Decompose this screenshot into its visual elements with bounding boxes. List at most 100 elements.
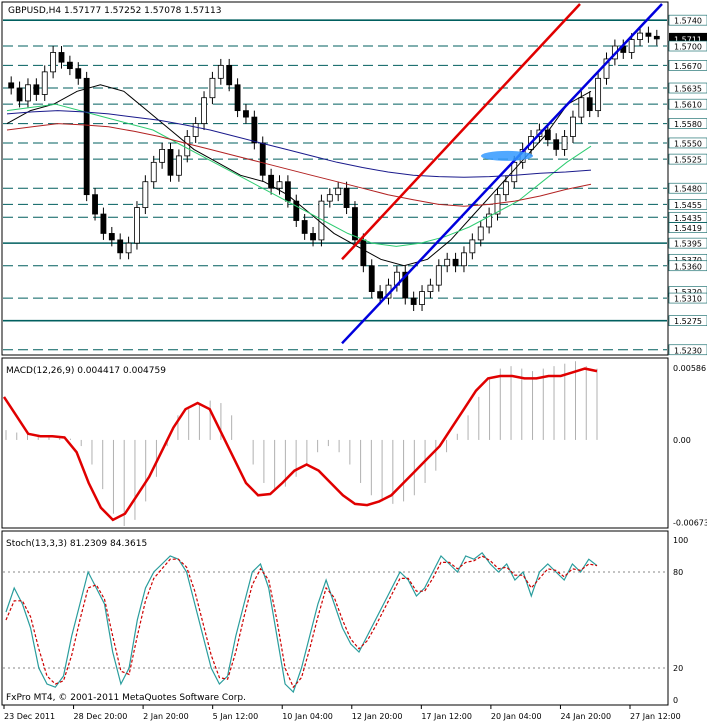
price-tick-label: 1.5455 [674,201,702,210]
candle-body [251,116,258,144]
candle-body [301,220,308,234]
price-label-box [668,40,707,52]
highlight-marker [481,150,533,161]
candle-body [360,239,367,267]
time-tick-label: 24 Jan 20:00 [560,712,611,721]
price-label-box [668,199,707,210]
stoch-tick-label: 20 [673,664,683,673]
moving-average-line [6,123,592,207]
stoch-axis: 100 80 20 0 [673,536,688,705]
price-label-box [668,118,707,129]
candle-body [33,84,40,95]
candle-body [452,258,459,267]
price-label-box [668,98,707,110]
candle-body [192,123,199,137]
price-label-box [668,211,707,223]
stoch-panel: 100 80 20 0 Stoch(13,3,3) 81.2309 84.3615 F… [1,530,688,706]
price-tick-label: 1.5550 [674,139,702,148]
candle-body [125,242,132,254]
candle-body [477,226,484,241]
candle-body [427,284,434,293]
candle-body [637,32,643,40]
candle-body [494,194,501,215]
price-tick-label: 1.5395 [674,240,702,249]
candle-body [561,136,568,150]
price-tick-label: 1.5635 [674,85,702,94]
moving-average-line [6,103,592,247]
candle-body [276,181,283,189]
candle-body [419,291,425,305]
price-tick-label: 1.5275 [674,317,702,326]
stoch-panel-title: Stoch(13,3,3) 81.2309 84.3615 [6,539,147,549]
candle-body [100,213,107,234]
price-tick-label: 1.5360 [674,262,702,271]
candle-body [435,265,442,286]
price-tick-label: 1.5480 [674,185,702,194]
macd-panel-frame [1,357,669,529]
copyright-text: FxPro MT4, © 2001-2011 MetaQuotes Softwa… [6,693,246,703]
candle-body [83,77,90,196]
candle-body [92,194,98,215]
price-panel-frame [1,1,669,356]
price-label-box [668,82,707,94]
candle-body [352,207,358,241]
candle-body [586,97,593,112]
macd-axis: 0.00586 0.00 -0.00673 [673,364,707,528]
time-tick-label: 5 Jan 12:00 [213,712,259,721]
stoch-tick-label: 0 [673,696,678,705]
candle-body [570,116,576,137]
candle-body [243,110,249,118]
price-label-box [668,260,707,272]
time-tick-label: 23 Dec 2011 [4,712,55,721]
stoch-tick-label: 80 [673,568,683,577]
time-tick-label: 27 Jan 12:00 [630,712,681,721]
stoch-levels [3,571,667,669]
macd-signal-polyline [2,367,598,522]
price-tick-label: 1.5310 [674,295,702,304]
macd-panel-title: MACD(12,26,9) 0.004417 0.004759 [6,366,166,376]
moving-average-line [6,110,592,178]
price-tick-label: 1.5370 [674,256,702,265]
moving-average-line [6,84,592,267]
candle-body [293,200,300,221]
candle-body [377,291,384,299]
candle-body [167,149,174,176]
candle-body [150,161,157,183]
price-tick-label: 1.5419 [674,224,702,233]
price-tick-label: 1.5610 [674,101,702,110]
price-tick-label: 1.5525 [674,156,702,165]
macd-signal-line [2,367,598,522]
price-tick-label: 1.5580 [674,120,702,129]
candle-body [553,139,560,150]
candle-body [159,149,166,163]
macd-panel: 0.00586 0.00 -0.00673 MACD(12,26,9) 0.0044… [1,357,707,529]
macd-tick-label: -0.00673 [673,519,707,528]
candle-body [469,239,476,254]
candle-body [628,39,635,53]
candle-body [175,155,182,176]
candle-body [217,64,224,79]
price-label-box [668,237,707,249]
price-tick-label: 1.5320 [674,288,702,297]
price-tick-label: 1.5230 [674,346,702,355]
price-panel-title: GBPUSD,H4 1.57177 1.57252 1.57078 1.5711… [8,6,221,16]
macd-tick-label: 0.00 [673,436,691,445]
time-tick-label: 2 Jan 20:00 [143,712,189,721]
candle-body [310,233,316,241]
price-tick-label: 1.5435 [674,214,702,223]
stoch-lines [5,551,598,694]
stoch-panel-frame [1,530,669,706]
candle-body [326,194,333,202]
macd-tick-label: 0.00586 [673,364,706,373]
candle-body [259,142,266,176]
time-tick-label: 10 Jan 04:00 [282,712,333,721]
time-tick-label: 12 Jan 20:00 [352,712,403,721]
candle-body [41,71,48,95]
price-candles [8,26,660,311]
candle-body [444,258,451,267]
candle-body [66,61,73,70]
price-label-box [668,222,707,233]
